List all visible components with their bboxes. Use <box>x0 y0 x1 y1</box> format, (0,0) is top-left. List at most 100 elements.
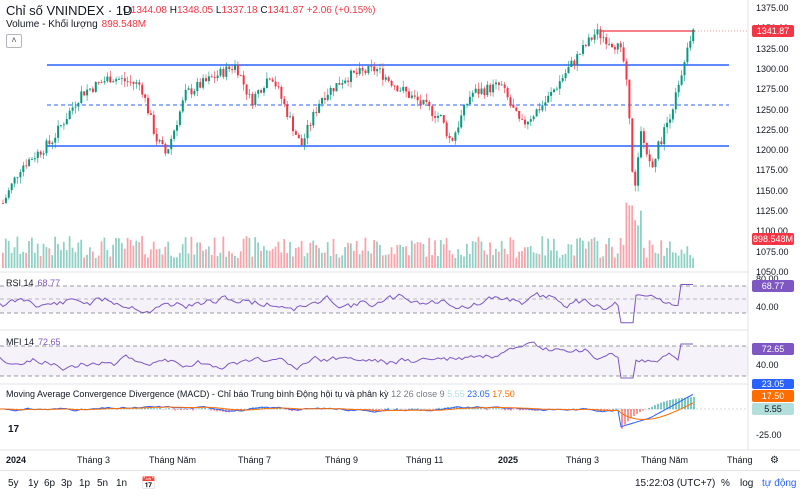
candle <box>336 83 338 91</box>
volume-bar <box>112 245 114 268</box>
time-label: Tháng <box>727 455 753 465</box>
candle <box>463 105 465 116</box>
volume-bar <box>530 246 532 268</box>
volume-bar <box>396 245 398 268</box>
candle <box>602 37 604 38</box>
candle <box>431 106 433 116</box>
range-1n-button[interactable]: 1n <box>116 478 127 489</box>
candle <box>269 79 271 80</box>
candle <box>75 107 77 108</box>
volume-bar <box>254 237 256 268</box>
log-toggle[interactable]: log <box>740 478 753 489</box>
candle <box>118 79 120 80</box>
range-1y-button[interactable]: 1y <box>28 478 39 489</box>
candle <box>408 91 410 97</box>
volume-bar <box>689 255 691 268</box>
candle <box>127 81 129 82</box>
candle <box>660 141 662 144</box>
candle <box>69 111 71 119</box>
mfi-value-tag: 72.65 <box>752 343 794 355</box>
candle <box>196 82 198 91</box>
volume-bar <box>547 239 549 268</box>
candle <box>301 138 303 145</box>
candle <box>333 88 335 91</box>
candle <box>283 99 285 104</box>
volume-bar <box>501 241 503 268</box>
volume-bar <box>466 244 468 268</box>
volume-bar <box>318 248 320 268</box>
range-3p-button[interactable]: 3p <box>61 478 72 489</box>
volume-bar <box>188 253 190 268</box>
macd-hist-bar <box>507 409 509 410</box>
clock-time[interactable]: 15:22:03 (UTC+7) <box>635 478 715 489</box>
auto-toggle[interactable]: tự động <box>762 478 797 489</box>
time-label-2025: 2025 <box>498 455 518 465</box>
candle <box>379 68 381 69</box>
tradingview-logo[interactable]: 17 <box>8 424 26 438</box>
candle <box>541 105 543 110</box>
volume-bar <box>495 249 497 268</box>
volume-bar <box>394 254 396 268</box>
macd-hist-bar <box>417 408 419 409</box>
volume-bar <box>681 250 683 268</box>
candle <box>634 172 636 186</box>
macd-hist-bar <box>501 409 503 410</box>
volume-bar <box>205 249 207 268</box>
volume-bar <box>193 254 195 268</box>
candle <box>162 140 164 144</box>
candle <box>640 131 642 157</box>
volume-bar <box>626 203 628 268</box>
macd-hist-bar <box>657 404 659 410</box>
volume-bar <box>678 256 680 268</box>
volume-bar <box>48 248 50 268</box>
volume-bar <box>405 246 407 268</box>
volume-bar <box>623 245 625 268</box>
candle <box>80 91 82 103</box>
candle <box>324 98 326 100</box>
calendar-icon[interactable]: 📅 <box>141 476 156 490</box>
candle <box>60 125 62 126</box>
macd-hist-bar <box>411 408 413 409</box>
price-chart[interactable] <box>0 0 800 470</box>
candle <box>43 153 45 154</box>
volume-bar <box>249 238 251 268</box>
volume-bar <box>376 241 378 268</box>
volume-bar <box>570 245 572 268</box>
range-5y-button[interactable]: 5y <box>8 478 19 489</box>
volume-bar <box>144 254 146 268</box>
settings-icon[interactable]: ⚙ <box>770 455 779 466</box>
candle <box>663 127 665 144</box>
volume-bar <box>127 238 129 268</box>
volume-bar <box>367 251 369 268</box>
range-1p-button[interactable]: 1p <box>79 478 90 489</box>
candle <box>17 177 19 178</box>
price-tick: 1175.00 <box>756 165 788 175</box>
volume-bar <box>167 242 169 268</box>
percent-toggle[interactable]: % <box>721 478 730 489</box>
volume-bar <box>37 244 39 268</box>
range-6p-button[interactable]: 6p <box>44 478 55 489</box>
macd-hist-bar <box>156 408 158 409</box>
candle <box>402 87 404 91</box>
candle <box>681 75 683 85</box>
volume-bar <box>628 205 630 268</box>
candle <box>243 75 245 84</box>
price-tick: 1200.00 <box>756 145 789 155</box>
volume-bar <box>304 256 306 268</box>
candle <box>501 85 503 86</box>
candle <box>263 88 265 93</box>
candle <box>254 94 256 105</box>
volume-bar <box>246 236 248 268</box>
volume-bar <box>80 240 82 268</box>
volume-bar <box>2 253 4 268</box>
range-5n-button[interactable]: 5n <box>97 478 108 489</box>
volume-bar <box>515 258 517 268</box>
candle <box>669 119 671 122</box>
candle <box>466 104 468 105</box>
candle <box>72 107 74 110</box>
candle <box>176 125 178 131</box>
macd-legend[interactable]: Moving Average Convergence Divergence (M… <box>6 389 515 399</box>
candle <box>249 94 251 95</box>
